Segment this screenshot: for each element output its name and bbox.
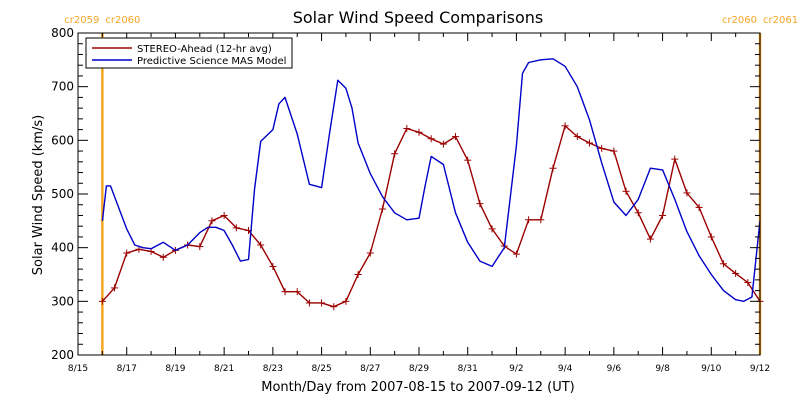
x-tick-label: 8/19 xyxy=(165,364,185,374)
x-tick-label: 9/6 xyxy=(607,364,622,374)
stereo-ahead-point xyxy=(293,288,301,296)
y-axis-label: Solar Wind Speed (km/s) xyxy=(31,115,46,275)
x-tick-label: 8/31 xyxy=(458,364,478,374)
stereo-ahead-point xyxy=(318,299,326,307)
stereo-ahead-point xyxy=(378,205,386,213)
stereo-ahead-point xyxy=(646,235,654,243)
stereo-ahead-point xyxy=(744,279,752,287)
x-tick-label: 8/17 xyxy=(117,364,137,374)
stereo-ahead-point xyxy=(159,253,167,261)
stereo-ahead-point xyxy=(305,299,313,307)
stereo-ahead-point xyxy=(415,128,423,136)
stereo-ahead-point xyxy=(622,187,630,195)
carrington-label-after: cr2061 xyxy=(763,15,798,26)
carrington-label-after: cr2060 xyxy=(105,15,140,26)
stereo-ahead-point xyxy=(732,269,740,277)
y-tick-label: 300 xyxy=(51,294,74,308)
y-tick-label: 600 xyxy=(51,133,74,147)
stereo-ahead-point xyxy=(659,211,667,219)
stereo-ahead-point xyxy=(403,125,411,133)
chart-title: Solar Wind Speed Comparisons xyxy=(293,8,544,27)
stereo-ahead-point xyxy=(391,150,399,158)
x-tick-label: 9/8 xyxy=(655,364,670,374)
stereo-ahead-point xyxy=(512,250,520,258)
legend-label-mas: Predictive Science MAS Model xyxy=(137,56,286,67)
legend-box xyxy=(85,37,293,69)
stereo-ahead-point xyxy=(98,297,106,305)
mas-model-line xyxy=(101,58,761,302)
carrington-label-before: cr2059 xyxy=(64,15,99,26)
legend-label-stereo: STEREO-Ahead (12-hr avg) xyxy=(137,44,272,55)
stereo-ahead-point xyxy=(464,156,472,164)
y-tick-label: 800 xyxy=(51,26,74,40)
stereo-ahead-point xyxy=(476,200,484,208)
stereo-ahead-point xyxy=(439,140,447,148)
x-axis-label: Month/Day from 2007-08-15 to 2007-09-12 … xyxy=(261,380,574,395)
stereo-ahead-point xyxy=(525,216,533,224)
stereo-ahead-point xyxy=(573,133,581,141)
x-tick-label: 9/2 xyxy=(509,364,523,374)
carrington-label-before: cr2060 xyxy=(722,15,757,26)
x-tick-label: 8/15 xyxy=(68,364,88,374)
x-tick-label: 9/4 xyxy=(558,364,573,374)
legend: STEREO-Ahead (12-hr avg) Predictive Scie… xyxy=(85,37,293,69)
stereo-ahead-point xyxy=(427,135,435,143)
stereo-ahead-point xyxy=(111,284,119,292)
axes-layer: 200 300 400 500 600 700 800 8/15 8/17 8/19 8/21 8/2… xyxy=(51,26,770,374)
stereo-ahead-point xyxy=(196,243,204,251)
x-tick-label: 9/10 xyxy=(701,364,721,374)
y-tick-label: 200 xyxy=(51,348,74,362)
y-tick-label: 700 xyxy=(51,80,74,94)
stereo-ahead-point xyxy=(366,249,374,257)
plot-frame xyxy=(77,32,761,356)
stereo-ahead-point xyxy=(488,225,496,233)
stereo-ahead-point xyxy=(232,224,240,232)
stereo-ahead-point xyxy=(354,271,362,278)
stereo-ahead-point xyxy=(220,211,228,219)
stereo-ahead-point xyxy=(257,241,265,249)
x-tick-label: 9/12 xyxy=(750,364,770,374)
stereo-ahead-point xyxy=(634,209,642,217)
x-tick-label: 8/27 xyxy=(360,364,380,374)
y-tick-label: 500 xyxy=(51,187,74,201)
stereo-ahead-point xyxy=(342,297,350,305)
stereo-ahead-point xyxy=(208,217,216,225)
x-tick-label: 8/29 xyxy=(409,364,429,374)
stereo-ahead-point xyxy=(598,144,606,152)
stereo-ahead-point xyxy=(719,260,727,268)
x-tick-label: 8/25 xyxy=(311,364,331,374)
stereo-ahead-point xyxy=(549,164,557,172)
stereo-ahead-line xyxy=(101,125,761,308)
y-tick-label: 400 xyxy=(51,241,74,255)
stereo-ahead-point xyxy=(537,216,545,224)
stereo-ahead-point xyxy=(610,147,618,155)
stereo-ahead-point xyxy=(330,303,338,311)
x-tick-label: 8/21 xyxy=(214,364,234,374)
stereo-ahead-point xyxy=(671,155,679,163)
stereo-ahead-point xyxy=(123,249,131,257)
x-tick-label: 8/23 xyxy=(263,364,283,374)
stereo-ahead-point xyxy=(707,233,715,241)
stereo-ahead-point xyxy=(269,262,277,270)
stereo-ahead-point xyxy=(695,203,703,211)
stereo-ahead-point xyxy=(281,288,289,296)
stereo-ahead-point xyxy=(683,189,691,197)
stereo-ahead-point xyxy=(561,122,569,130)
series-layer xyxy=(98,58,764,311)
stereo-ahead-point xyxy=(586,139,593,147)
stereo-ahead-point xyxy=(452,133,460,141)
